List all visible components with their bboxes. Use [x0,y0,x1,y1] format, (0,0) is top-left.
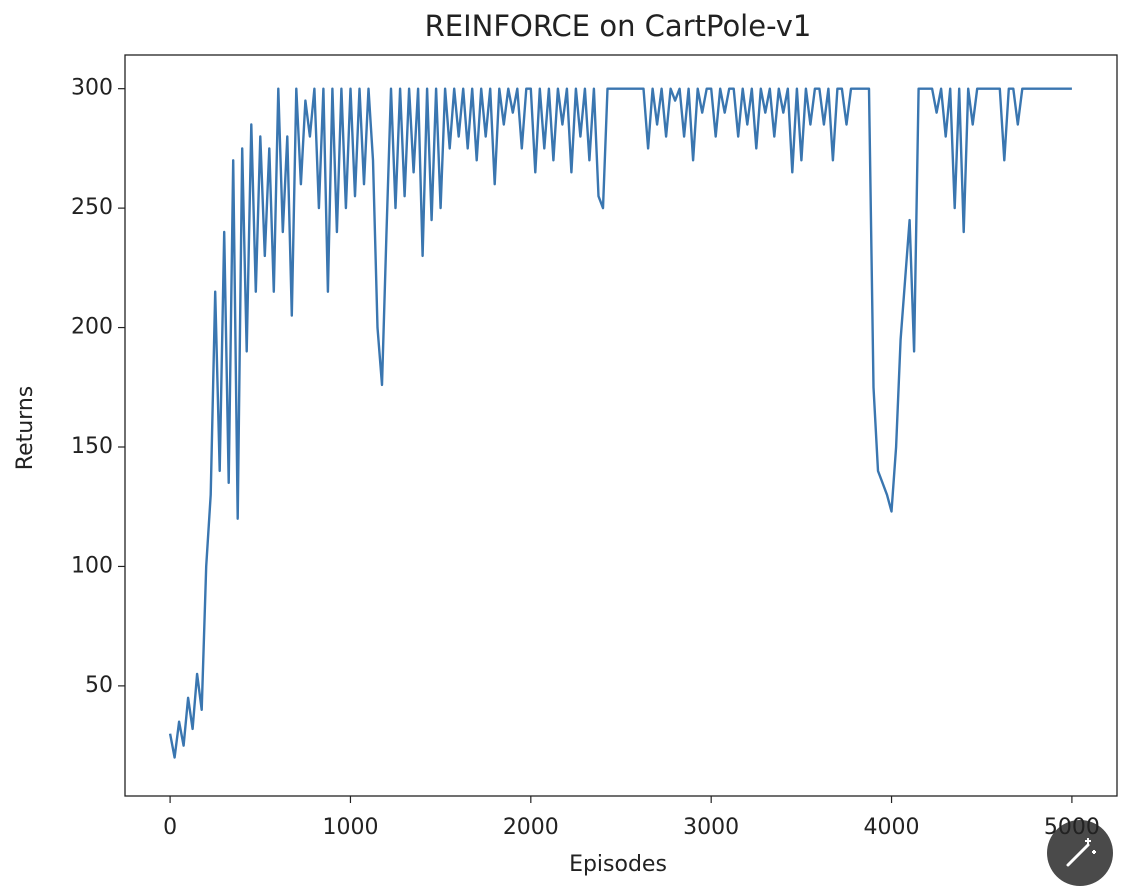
x-tick-label: 2000 [503,815,559,840]
ai-button[interactable] [1047,820,1113,886]
line-series [168,87,1072,759]
x-tick-label: 0 [163,815,177,840]
y-tick-label: 100 [71,553,113,578]
x-tick-label: 4000 [864,815,920,840]
plot-frame [124,54,1118,797]
y-axis-label: Returns [13,386,38,470]
y-tick-label: 250 [71,195,113,220]
chart-title: REINFORCE on CartPole-v1 [425,9,812,43]
ai-button-sparkle [1085,838,1096,854]
ai-button-icon [1066,843,1090,867]
x-tick-label: 5000 [1044,815,1100,840]
x-axis-label: Episodes [569,852,667,877]
y-tick-label: 150 [71,434,113,459]
y-tick-label: 300 [71,76,113,101]
x-tick-label: 3000 [683,815,739,840]
x-tick-label: 1000 [322,815,378,840]
y-tick-label: 200 [71,315,113,340]
y-tick-label: 50 [85,673,113,698]
